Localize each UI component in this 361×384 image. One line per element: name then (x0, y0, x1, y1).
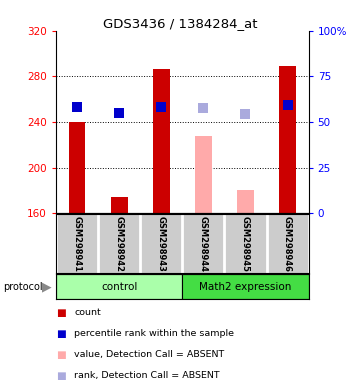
Bar (56, 274, 182, 299)
Bar (182, 274, 309, 299)
Text: control: control (101, 281, 137, 292)
Text: GSM298943: GSM298943 (157, 216, 166, 271)
Text: ■: ■ (56, 371, 66, 381)
Text: ▶: ▶ (42, 280, 52, 293)
Text: GSM298941: GSM298941 (73, 216, 82, 271)
Text: GSM298944: GSM298944 (199, 216, 208, 271)
Bar (195, 136, 212, 213)
Text: ■: ■ (56, 308, 66, 318)
Text: ■: ■ (56, 329, 66, 339)
Bar (279, 66, 296, 213)
Text: value, Detection Call = ABSENT: value, Detection Call = ABSENT (74, 350, 224, 359)
Bar (111, 197, 127, 213)
Text: count: count (74, 308, 101, 317)
Text: protocol: protocol (4, 281, 43, 292)
Bar (237, 190, 254, 213)
Bar (69, 122, 86, 213)
Text: Math2 expression: Math2 expression (199, 281, 292, 292)
Text: GDS3436 / 1384284_at: GDS3436 / 1384284_at (103, 17, 258, 30)
Text: GSM298946: GSM298946 (283, 216, 292, 271)
Text: GSM298945: GSM298945 (241, 216, 250, 271)
Text: GSM298942: GSM298942 (115, 216, 123, 271)
Text: rank, Detection Call = ABSENT: rank, Detection Call = ABSENT (74, 371, 219, 381)
Text: ■: ■ (56, 350, 66, 360)
Bar (153, 70, 170, 213)
Text: percentile rank within the sample: percentile rank within the sample (74, 329, 234, 338)
